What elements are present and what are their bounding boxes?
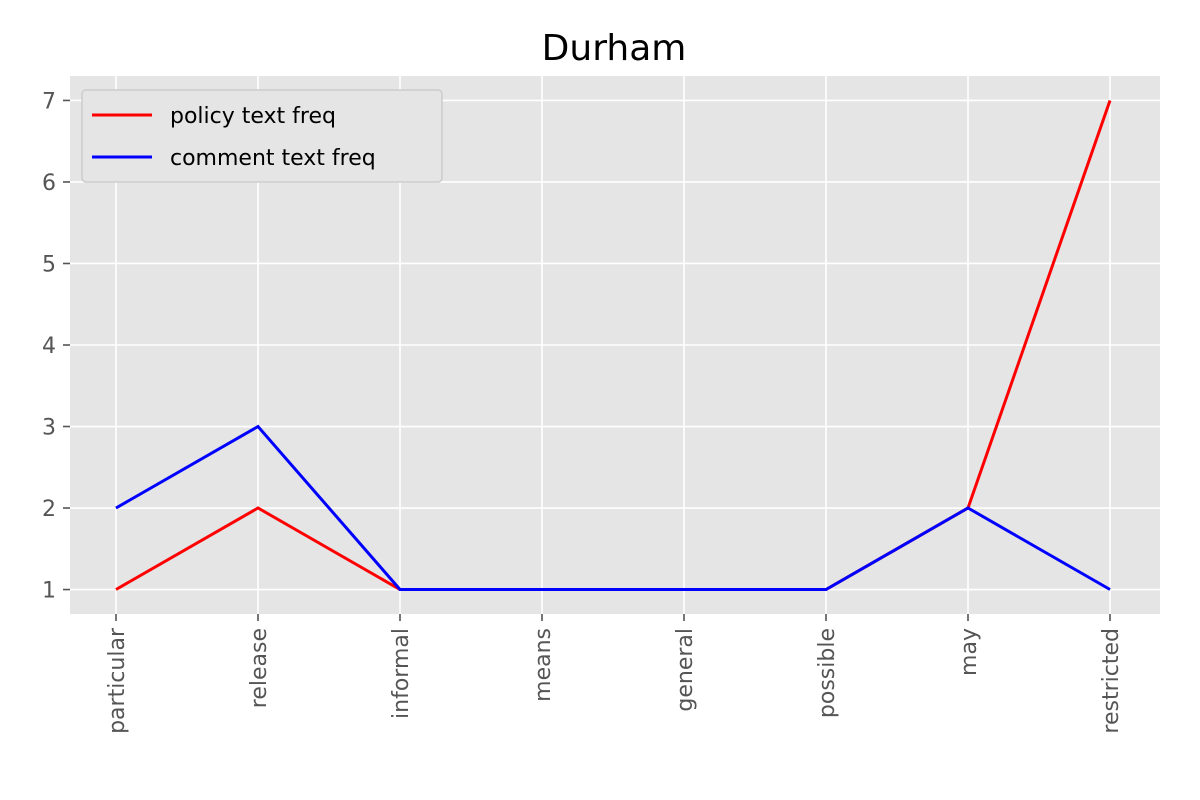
x-tick-label-general: general — [673, 628, 698, 712]
legend-label-policy: policy text freq — [170, 104, 336, 129]
series-line-comment — [115, 424, 1111, 591]
legend-label-comment: comment text freq — [170, 146, 376, 171]
y-tick-label: 6 — [42, 171, 56, 196]
series-lines — [115, 100, 1112, 591]
y-axis: 1 2 3 4 5 6 7 — [42, 89, 70, 604]
x-tick-label-may: may — [957, 628, 982, 676]
x-tick-label-particular: particular — [105, 627, 130, 734]
x-tick-label-restricted: restricted — [1099, 628, 1124, 734]
x-tick-label-release: release — [247, 628, 272, 708]
y-tick-label: 7 — [42, 89, 56, 114]
y-tick-label: 1 — [42, 579, 56, 604]
x-tick-label-means: means — [531, 628, 556, 702]
y-tick-label: 3 — [42, 416, 56, 441]
legend-box — [81, 89, 443, 183]
legend: policy text freq comment text freq — [81, 89, 443, 183]
x-axis: particular release informal means general pos… — [105, 614, 1124, 734]
y-tick-label: 5 — [42, 252, 56, 277]
chart-title: Durham — [542, 28, 687, 69]
y-tick-label: 2 — [42, 497, 56, 522]
y-tick-label: 4 — [42, 334, 56, 359]
x-tick-label-informal: informal — [389, 628, 414, 719]
x-tick-label-possible: possible — [815, 628, 840, 718]
